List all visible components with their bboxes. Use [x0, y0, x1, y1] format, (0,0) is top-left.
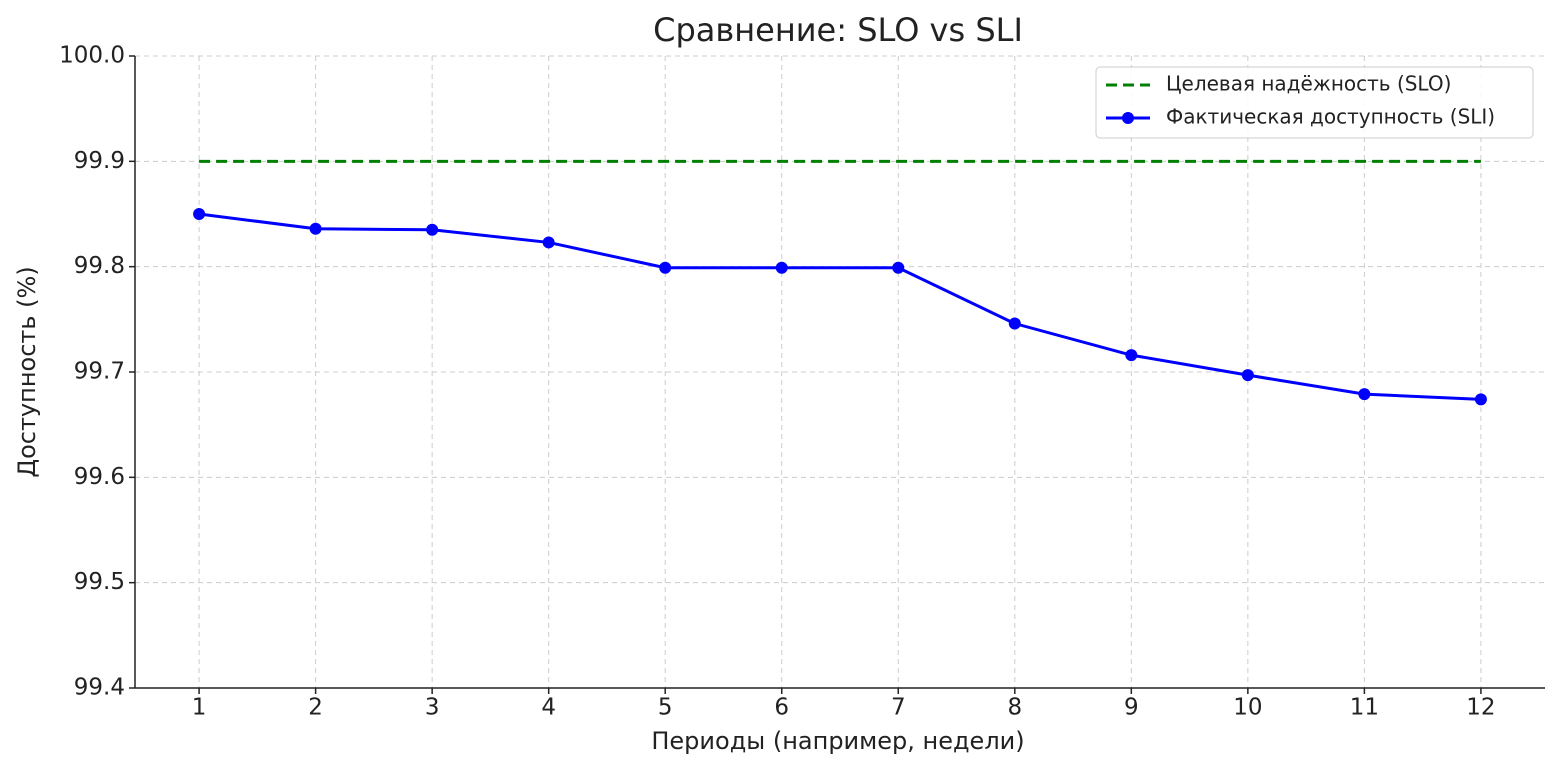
x-tick-label: 10 — [1233, 695, 1262, 721]
x-tick-label: 5 — [658, 695, 673, 721]
y-tick-label: 99.9 — [74, 148, 125, 174]
series-line — [198, 212, 1481, 401]
y-axis-label: Доступность (%) — [13, 266, 41, 477]
data-point — [1474, 393, 1487, 406]
legend-box — [1095, 66, 1534, 139]
legend-label: Целевая надёжность (SLO) — [1166, 72, 1451, 96]
y-tick-label: 99.6 — [74, 464, 125, 490]
x-tick-label: 3 — [425, 695, 440, 721]
data-point — [1358, 388, 1371, 401]
data-point — [309, 222, 322, 235]
x-tick-label: 11 — [1350, 695, 1379, 721]
data-point — [542, 236, 555, 249]
legend: Целевая надёжность (SLO) Фактическая дост… — [1095, 66, 1534, 139]
x-tick-label: 8 — [1007, 695, 1022, 721]
x-axis-label: Периоды (например, недели) — [651, 727, 1024, 755]
data-point — [1125, 349, 1138, 362]
y-tick-label: 99.5 — [74, 569, 125, 595]
x-tick-label: 4 — [541, 695, 556, 721]
x-tick-label: 2 — [308, 695, 323, 721]
y-tick-label: 99.4 — [74, 675, 125, 701]
data-point — [892, 261, 905, 274]
data-point — [659, 261, 672, 274]
x-tick-label: 9 — [1124, 695, 1139, 721]
data-point — [1008, 317, 1021, 330]
y-tick-label: 99.7 — [74, 359, 125, 385]
x-tick-label: 1 — [192, 695, 207, 721]
data-point — [1241, 369, 1254, 382]
x-tick-label: 12 — [1466, 695, 1495, 721]
data-point — [775, 261, 788, 274]
x-tick-label: 7 — [891, 695, 906, 721]
x-tick-label: 6 — [774, 695, 789, 721]
legend-label: Фактическая доступность (SLI) — [1166, 105, 1495, 129]
y-tick-label: 100.0 — [59, 43, 125, 69]
data-point — [426, 223, 439, 236]
legend-marker — [1122, 112, 1134, 124]
chart-title: Сравнение: SLO vs SLI — [653, 11, 1023, 49]
y-tick-label: 99.8 — [74, 253, 125, 279]
data-point — [193, 208, 206, 220]
